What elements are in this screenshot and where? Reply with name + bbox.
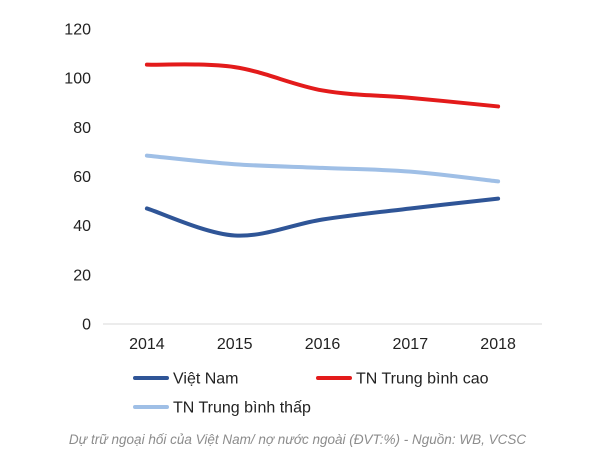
legend-label: TN Trung bình cao [356, 371, 489, 388]
chart-caption: Dự trữ ngoại hối của Việt Nam/ nợ nước n… [68, 432, 527, 447]
y-tick-label: 40 [73, 218, 91, 235]
x-tick-label: 2018 [480, 336, 516, 353]
x-tick-label: 2014 [129, 336, 165, 353]
x-axis-ticks: 2014 2015 2016 2017 2018 [129, 336, 516, 353]
legend-label: Việt Nam [173, 371, 239, 388]
series-line [144, 153, 501, 184]
legend-label: TN Trung bình thấp [173, 400, 311, 417]
y-axis-ticks: 0 20 40 60 80 100 120 [64, 22, 91, 334]
y-tick-label: 0 [82, 317, 91, 334]
chart: 0 20 40 60 80 100 120 2014 2015 2016 2017 2018 Việ… [64, 22, 542, 417]
x-tick-label: 2017 [393, 336, 429, 353]
y-tick-label: 20 [73, 267, 91, 284]
series-line [144, 196, 501, 238]
legend: Việt Nam TN Trung bình cao TN Trung bình t… [133, 371, 489, 417]
x-tick-label: 2016 [305, 336, 341, 353]
y-tick-label: 120 [64, 22, 91, 39]
series-lines [144, 62, 501, 238]
series-line [144, 62, 501, 109]
y-tick-label: 80 [73, 120, 91, 137]
x-tick-label: 2015 [217, 336, 253, 353]
y-tick-label: 100 [64, 71, 91, 88]
y-tick-label: 60 [73, 169, 91, 186]
